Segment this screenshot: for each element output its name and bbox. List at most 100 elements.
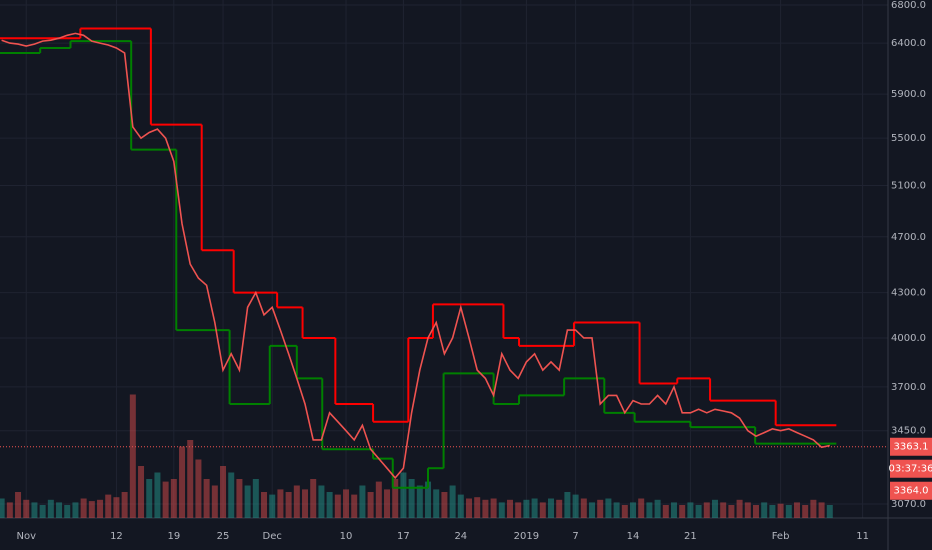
x-tick-label: 19	[167, 531, 180, 542]
volume-bar	[293, 485, 300, 518]
volume-bar	[302, 489, 309, 518]
volume-bar	[621, 505, 628, 518]
volume-bar	[572, 494, 579, 518]
volume-bar	[785, 505, 792, 518]
volume-bar	[490, 498, 497, 518]
x-tick-label: 12	[110, 531, 123, 542]
volume-bar	[416, 485, 423, 518]
volume-bar	[384, 489, 391, 518]
volume-bar	[0, 498, 5, 518]
volume-bar	[449, 485, 456, 518]
volume-bar	[613, 502, 620, 518]
y-tick-label: 4000.0	[891, 333, 926, 344]
volume-bar	[80, 498, 87, 518]
y-tick-label: 4300.0	[891, 288, 926, 299]
volume-bar	[474, 497, 481, 518]
volume-bar	[236, 479, 243, 518]
x-tick-label: 7	[572, 531, 578, 542]
volume-bar	[433, 489, 440, 518]
volume-bar	[466, 498, 473, 518]
volume-bar	[703, 502, 710, 518]
y-tick-label: 3450.0	[891, 426, 926, 437]
volume-bar	[605, 498, 612, 518]
x-tick-label: Feb	[772, 531, 790, 542]
extra-label: 3364.0	[894, 486, 929, 497]
volume-bar	[375, 481, 382, 518]
volume-bar	[47, 499, 54, 518]
volume-bar	[654, 499, 661, 518]
volume-bar	[769, 505, 776, 518]
volume-bar	[752, 505, 759, 518]
volume-bar	[556, 499, 563, 518]
x-tick-label: 10	[340, 531, 353, 542]
volume-bar	[810, 499, 817, 518]
volume-bar	[425, 481, 432, 518]
x-tick-label: Nov	[16, 531, 36, 542]
volume-bar	[646, 502, 653, 518]
volume-bar	[334, 494, 341, 518]
volume-bar	[744, 502, 751, 518]
volume-bar	[638, 498, 645, 518]
volume-bar	[539, 502, 546, 518]
volume-bar	[367, 492, 374, 518]
volume-bar	[408, 479, 415, 518]
volume-bar	[64, 505, 71, 518]
volume-bar	[679, 505, 686, 518]
volume-bar	[154, 472, 161, 518]
volume-bar	[761, 502, 768, 518]
x-tick-label: 25	[217, 531, 230, 542]
volume-bar	[195, 459, 202, 518]
volume-bar	[498, 502, 505, 518]
volume-bar	[523, 499, 530, 518]
volume-bar	[802, 505, 809, 518]
volume-bar	[252, 479, 259, 518]
volume-bar	[580, 498, 587, 518]
volume-bar	[720, 502, 727, 518]
volume-bar	[629, 502, 636, 518]
volume-bar	[482, 499, 489, 518]
x-tick-label: 14	[627, 531, 640, 542]
volume-bar	[687, 502, 694, 518]
volume-bar	[343, 489, 350, 518]
volume-bar	[285, 492, 292, 518]
volume-bar	[15, 492, 22, 518]
volume-bar	[695, 505, 702, 518]
volume-bar	[162, 481, 169, 518]
volume-bar	[318, 485, 325, 518]
x-tick-label: Dec	[263, 531, 282, 542]
volume-bar	[211, 485, 218, 518]
volume-bar	[597, 499, 604, 518]
volume-bar	[105, 494, 112, 518]
volume-bar	[359, 485, 366, 518]
volume-bar	[121, 492, 128, 518]
volume-bar	[244, 485, 251, 518]
y-tick-label: 4700.0	[891, 232, 926, 243]
volume-bar	[39, 505, 46, 518]
timer-box	[890, 459, 932, 478]
volume-bar	[88, 501, 95, 518]
volume-bar	[564, 492, 571, 518]
volume-bar	[113, 497, 120, 518]
volume-bar	[777, 503, 784, 518]
volume-bar	[269, 494, 276, 518]
y-tick-label: 5900.0	[891, 89, 926, 100]
price-box	[890, 437, 932, 456]
y-tick-label: 6400.0	[891, 38, 926, 49]
volume-bar	[23, 499, 30, 518]
volume-bar	[793, 502, 800, 518]
volume-bar	[72, 502, 79, 518]
y-tick-label: 5500.0	[891, 133, 926, 144]
volume-bar	[515, 502, 522, 518]
y-tick-label: 3700.0	[891, 382, 926, 393]
volume-bar	[203, 479, 210, 518]
volume-bar	[826, 505, 833, 518]
volume-bar	[310, 479, 317, 518]
volume-bar	[711, 499, 718, 518]
volume-bar	[736, 499, 743, 518]
price-label: 3363.1	[894, 442, 929, 453]
volume-bar	[261, 492, 268, 518]
volume-bar	[589, 502, 595, 518]
x-tick-label: 11	[856, 531, 869, 542]
